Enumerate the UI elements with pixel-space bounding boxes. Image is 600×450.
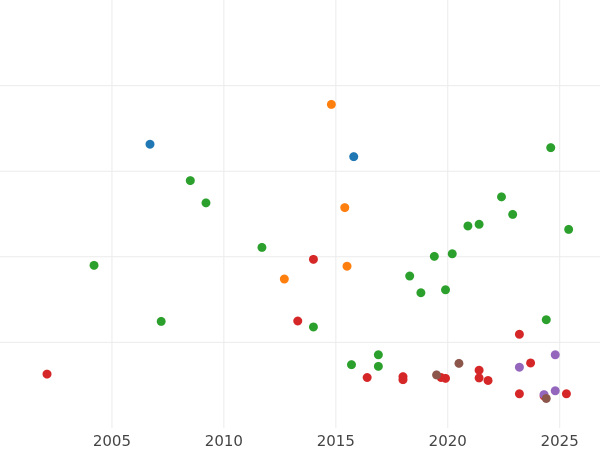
grid (0, 0, 600, 428)
data-point-red (293, 316, 303, 326)
data-point-orange (340, 203, 350, 213)
data-point-green (373, 350, 383, 360)
data-point-green (346, 360, 356, 370)
data-points (42, 99, 574, 403)
data-point-green (373, 361, 383, 371)
data-point-red (514, 389, 524, 399)
x-tick-label: 2010 (205, 432, 243, 450)
data-point-green (405, 271, 415, 281)
data-point-green (416, 288, 426, 298)
data-point-green (564, 224, 574, 234)
data-point-green (496, 192, 506, 202)
data-point-green (508, 209, 518, 219)
data-point-purple (550, 350, 560, 360)
data-point-brown (454, 358, 464, 368)
data-point-green (429, 251, 439, 261)
data-point-red (474, 365, 484, 375)
data-point-brown (541, 393, 551, 403)
data-point-red (483, 375, 493, 385)
data-point-green (447, 249, 457, 259)
data-point-orange (326, 99, 336, 109)
data-point-orange (342, 261, 352, 271)
data-point-green (201, 198, 211, 208)
x-tick-label: 2015 (317, 432, 355, 450)
x-tick-label: 2025 (541, 432, 579, 450)
x-tick-label: 2020 (429, 432, 467, 450)
data-point-red (561, 389, 571, 399)
data-point-green (308, 322, 318, 332)
x-tick-label: 2005 (93, 432, 131, 450)
data-point-red (308, 254, 318, 264)
data-point-red (474, 373, 484, 383)
data-point-red (398, 375, 408, 385)
data-point-red (42, 369, 52, 379)
data-point-red (441, 373, 451, 383)
data-point-green (441, 285, 451, 295)
data-point-orange (279, 274, 289, 284)
data-point-green (185, 176, 195, 186)
data-point-red (514, 329, 524, 339)
data-point-blue (349, 152, 359, 162)
x-axis-ticks: 2005 2010 2015 2020 2025 (93, 432, 579, 450)
data-point-brown (432, 370, 442, 380)
data-point-red (526, 358, 536, 368)
data-point-purple (550, 386, 560, 396)
data-point-purple (514, 362, 524, 372)
data-point-green (257, 242, 267, 252)
data-point-green (541, 315, 551, 325)
data-point-blue (145, 139, 155, 149)
data-point-red (362, 372, 372, 382)
data-point-green (156, 316, 166, 326)
data-point-green (474, 219, 484, 229)
data-point-green (463, 221, 473, 231)
data-point-green (546, 143, 556, 153)
data-point-green (89, 260, 99, 270)
